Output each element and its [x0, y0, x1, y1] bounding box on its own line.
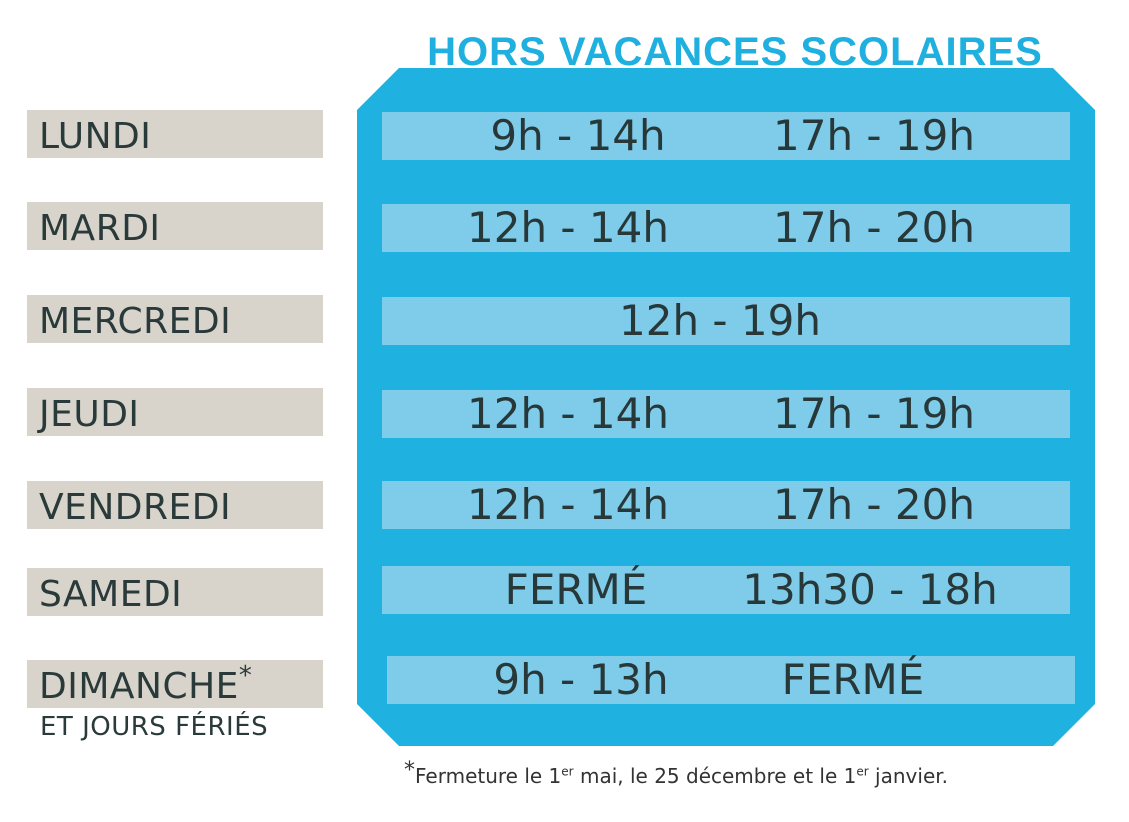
day-label-vendredi: VENDREDI [27, 481, 323, 529]
footnote-marker: * [238, 661, 253, 691]
footnote-text: janvier. [868, 764, 948, 788]
day-name: DIMANCHE [39, 666, 239, 707]
day-label-dimanche: DIMANCHE* [27, 660, 323, 708]
footnote-text: Fermeture le 1 [415, 764, 562, 788]
hours-row-vendredi: 12h - 14h 17h - 20h [382, 481, 1070, 529]
day-label-jeudi: JEUDI [27, 388, 323, 436]
footnote-sup: er [856, 764, 869, 779]
hours-slot: 12h - 14h [467, 480, 669, 529]
schedule-title: HORS VACANCES SCOLAIRES [427, 30, 1043, 74]
hours-slot: FERMÉ [781, 655, 925, 704]
footnote-marker: * [404, 758, 415, 783]
day-label-mardi: MARDI [27, 202, 323, 250]
hours-slot: 17h - 19h [773, 111, 975, 160]
hours-slot: 12h - 14h [467, 389, 669, 438]
hours-slot: 17h - 20h [773, 203, 975, 252]
hours-row-mercredi: 12h - 19h [382, 297, 1070, 345]
hours-slot: 17h - 19h [773, 389, 975, 438]
footnote-sup: er [561, 764, 574, 779]
hours-row-mardi: 12h - 14h 17h - 20h [382, 204, 1070, 252]
hours-row-lundi: 9h - 14h 17h - 19h [382, 112, 1070, 160]
hours-slot: 13h30 - 18h [742, 565, 998, 614]
footnote: *Fermeture le 1er mai, le 25 décembre et… [404, 758, 948, 788]
day-label-mercredi: MERCREDI [27, 295, 323, 343]
day-label-lundi: LUNDI [27, 110, 323, 158]
hours-row-samedi: FERMÉ 13h30 - 18h [382, 566, 1070, 614]
day-label-samedi: SAMEDI [27, 568, 323, 616]
hours-slot: 12h - 19h [619, 296, 821, 345]
footnote-text: mai, le 25 décembre et le 1 [573, 764, 857, 788]
hours-slot: FERMÉ [504, 565, 648, 614]
hours-slot: 9h - 14h [490, 111, 666, 160]
hours-slot: 17h - 20h [773, 480, 975, 529]
hours-slot: 9h - 13h [493, 655, 669, 704]
day-subtitle-jours-feries: ET JOURS FÉRIÉS [40, 712, 269, 742]
hours-row-jeudi: 12h - 14h 17h - 19h [382, 390, 1070, 438]
hours-slot: 12h - 14h [467, 203, 669, 252]
hours-row-dimanche: 9h - 13h FERMÉ [387, 656, 1075, 704]
